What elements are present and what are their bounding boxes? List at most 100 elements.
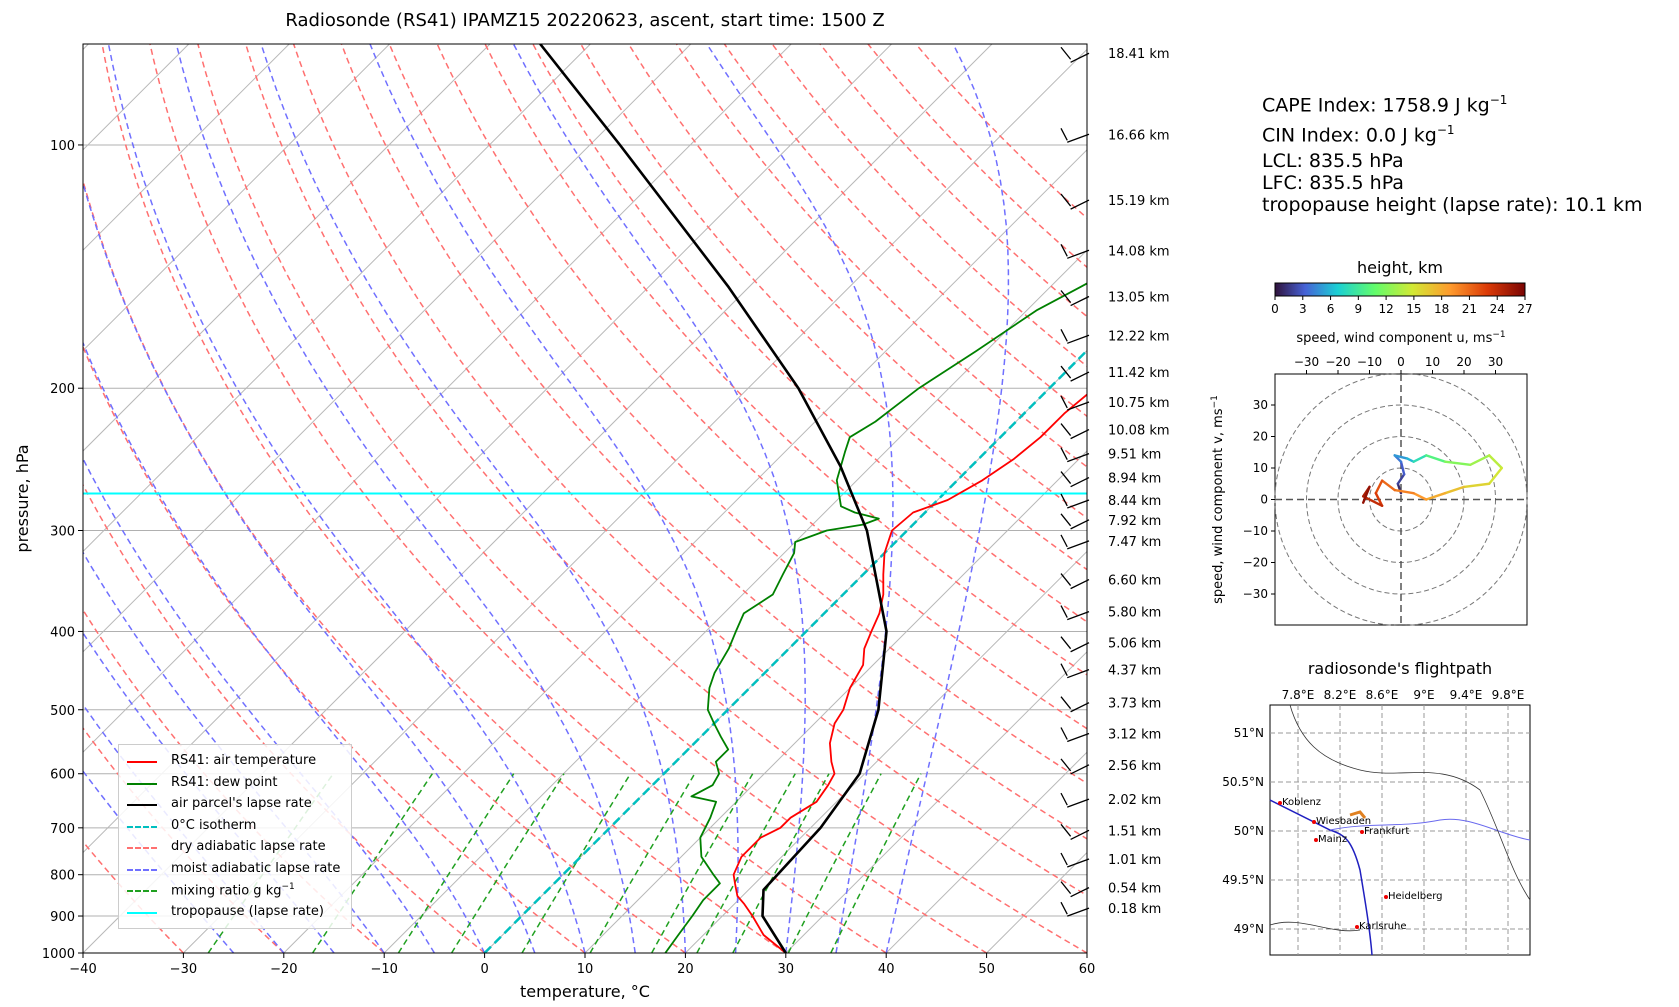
moist-adiabat: [706, 44, 894, 953]
legend-swatch: [127, 847, 157, 849]
wind-barb: [1067, 249, 1090, 259]
wind-barb: [1067, 858, 1090, 868]
wind-barb-flag: [1060, 852, 1068, 866]
wind-barb-flag: [1060, 493, 1068, 507]
wind-barb-flag: [1060, 573, 1072, 586]
height-label: 1.51 km: [1108, 824, 1161, 839]
legend-entry: RS41: dew point: [127, 773, 347, 793]
y-tick-label: 600: [50, 768, 75, 783]
wind-barb: [1067, 610, 1090, 621]
y-tick-label: 800: [50, 869, 75, 884]
moist-adiabat: [83, 341, 486, 953]
legend-swatch: [127, 761, 157, 763]
legend-swatch: [127, 782, 157, 785]
wind-barb-flag: [1060, 447, 1068, 460]
mixing-ratio-line: [589, 773, 696, 953]
chart-title: Radiosonde (RS41) IPAMZ15 20220623, asce…: [285, 10, 885, 31]
dry-adiabat: [484, 44, 1087, 676]
x-tick-label: 30: [778, 962, 795, 977]
wind-barb: [1067, 453, 1090, 463]
mixing-ratio-line: [651, 773, 754, 953]
x-tick-label: −20: [270, 962, 297, 977]
dry-adiabat: [149, 44, 887, 953]
wind-barb: [1067, 907, 1090, 917]
isotherm-gridline: [885, 751, 1087, 953]
wind-barb-flag: [1060, 901, 1068, 915]
mixing-ratio-line: [732, 773, 830, 953]
dry-adiabat: [723, 44, 1087, 418]
mixing-ratio-line: [397, 773, 515, 953]
wind-barb-flag: [1060, 193, 1072, 207]
wind-barb: [1067, 798, 1090, 808]
legend-label: RS41: air temperature: [171, 753, 317, 768]
wind-barb: [1070, 829, 1090, 840]
isotherm-gridline: [83, 44, 491, 452]
height-label: 6.60 km: [1108, 574, 1161, 589]
wind-barb-flag: [1060, 471, 1072, 484]
x-axis-label: temperature, °C: [520, 982, 650, 1001]
lcl-value: LCL: 835.5 hPa: [1262, 150, 1404, 172]
x-tick-label: 40: [878, 962, 895, 977]
dry-adiabat: [340, 44, 1087, 840]
air-temperature-line: [732, 393, 1087, 953]
legend-label: tropopause (lapse rate): [171, 903, 324, 919]
isotherm-gridline: [83, 44, 692, 653]
wind-barb: [1070, 642, 1090, 653]
height-label: 5.80 km: [1108, 606, 1161, 621]
height-label: 1.01 km: [1108, 853, 1161, 868]
wind-barb-flag: [1060, 365, 1072, 379]
dry-adiabat: [771, 44, 1087, 368]
moist-adiabat: [175, 44, 636, 953]
isotherm-gridline: [83, 44, 390, 352]
wind-barb: [1070, 52, 1090, 63]
isotherm-gridline: [685, 550, 1087, 953]
isotherm-gridline: [283, 149, 1087, 953]
height-label: 10.08 km: [1108, 424, 1170, 439]
height-label: 7.92 km: [1108, 514, 1161, 529]
height-label: 3.12 km: [1108, 727, 1161, 742]
y-tick-label: 400: [50, 625, 75, 640]
y-tick-label: 1000: [42, 947, 75, 962]
wind-barb-flag: [1060, 663, 1068, 676]
moist-adiabat: [107, 44, 586, 953]
height-label: 10.75 km: [1108, 396, 1170, 411]
wind-barb-flag: [1060, 290, 1072, 303]
x-tick-label: 0: [480, 962, 488, 977]
legend-entry: mixing ratio g kg−1: [127, 880, 347, 900]
legend-entry: moist adiabatic lapse rate: [127, 859, 347, 879]
wind-barb: [1067, 540, 1090, 550]
wind-barb: [1070, 476, 1090, 488]
dry-adiabat: [244, 44, 1087, 953]
lfc-value: LFC: 835.5 hPa: [1262, 172, 1404, 194]
height-label: 8.44 km: [1108, 494, 1161, 509]
wind-barb-flag: [1060, 395, 1068, 409]
wind-barb: [1067, 401, 1090, 411]
wind-barb-flag: [1060, 423, 1072, 436]
height-label: 18.41 km: [1108, 47, 1170, 62]
parcel-lapse-line: [539, 44, 888, 953]
y-tick-label: 900: [50, 910, 75, 925]
dry-adiabat: [532, 44, 1087, 623]
legend-swatch: [127, 911, 157, 914]
height-label: 8.94 km: [1108, 472, 1161, 487]
map-title: radiosonde's flightpath: [1307, 659, 1493, 678]
legend-entry: dry adiabatic lapse rate: [127, 837, 347, 857]
height-label: 14.08 km: [1108, 244, 1170, 259]
dry-adiabat: [388, 44, 1087, 785]
mixing-ratio-line: [830, 773, 922, 953]
chart-legend: RS41: air temperature RS41: dew point air …: [118, 744, 352, 929]
wind-barb-flag: [1060, 513, 1072, 527]
legend-label: air parcel's lapse rate: [171, 796, 312, 811]
wind-barb: [1067, 334, 1090, 344]
tropopause-height: tropopause height (lapse rate): 10.1 km: [1262, 194, 1643, 216]
x-tick-label: 50: [978, 962, 995, 977]
wind-barb: [1067, 133, 1090, 143]
wind-barb: [1070, 199, 1090, 210]
cape-index: CAPE Index: 1758.9 J kg−1: [1262, 93, 1508, 117]
legend-label: moist adiabatic lapse rate: [171, 860, 341, 876]
isotherm-gridline: [383, 249, 1087, 953]
height-label: 0.54 km: [1108, 882, 1161, 897]
dry-adiabat: [675, 44, 1087, 468]
moist-adiabat: [83, 457, 436, 953]
wind-barb: [1070, 371, 1090, 382]
